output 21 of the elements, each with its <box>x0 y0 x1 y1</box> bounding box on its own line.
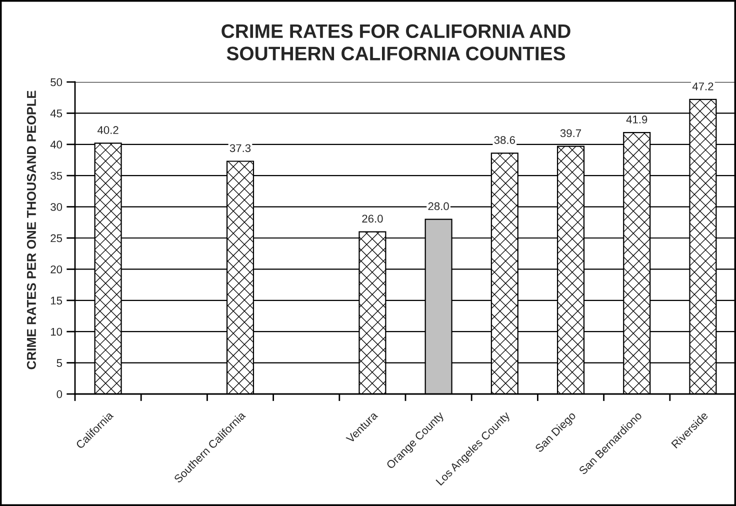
y-tick-label: 35 <box>50 172 62 180</box>
data-label: 37.3 <box>230 144 251 152</box>
data-label: 40.2 <box>97 126 118 134</box>
y-tick-label: 15 <box>50 296 62 305</box>
y-tick-label: 5 <box>56 359 62 367</box>
y-tick-label: 40 <box>50 140 62 149</box>
data-label: 28.0 <box>428 202 449 210</box>
y-tick-label: 30 <box>50 203 62 211</box>
data-label: 38.6 <box>494 136 515 144</box>
y-tick-label: 20 <box>50 265 62 274</box>
y-tick-label: 0 <box>56 390 62 398</box>
data-label: 47.2 <box>692 82 714 90</box>
y-tick-label: 50 <box>50 78 62 86</box>
data-label: 41.9 <box>626 116 648 124</box>
y-tick-label: 25 <box>50 234 62 242</box>
y-tick-label: 45 <box>50 110 62 118</box>
y-axis-title: CRIME RATES PER ONE THOUSAND PEOPLE <box>26 90 36 370</box>
data-label: 39.7 <box>560 129 582 138</box>
data-label: 26.0 <box>362 214 383 223</box>
y-tick-label: 10 <box>50 328 62 336</box>
chart-title: CRIME RATES FOR CALIFORNIA AND SOUTHERN CALIFORNIA COUNTIES <box>222 24 570 60</box>
